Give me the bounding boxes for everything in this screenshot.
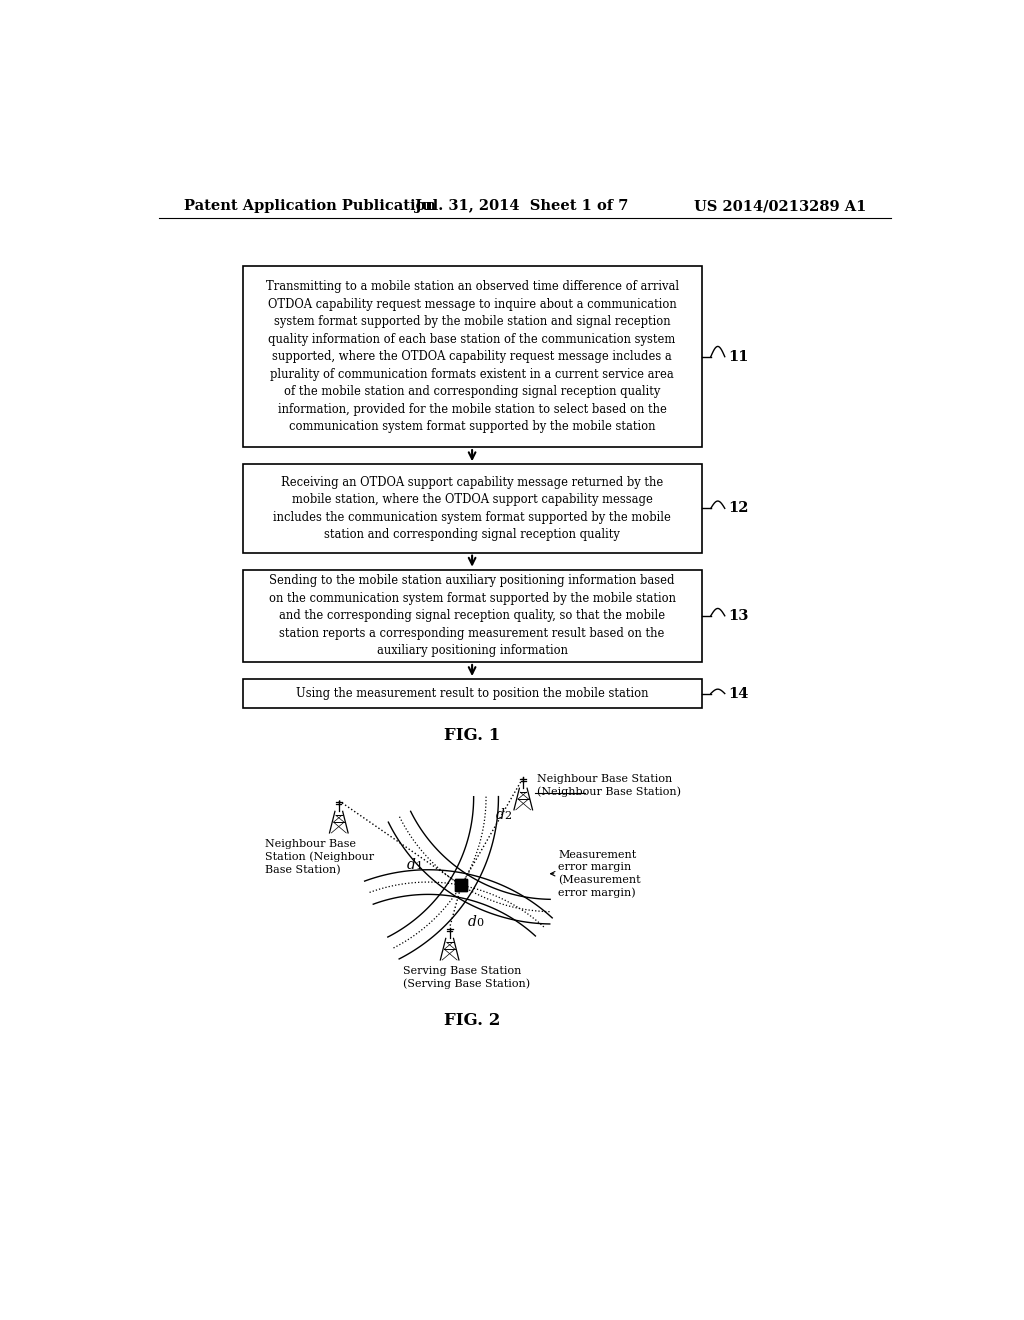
Text: Jul. 31, 2014  Sheet 1 of 7: Jul. 31, 2014 Sheet 1 of 7: [415, 199, 628, 213]
Text: d: d: [467, 915, 476, 928]
Text: 11: 11: [728, 350, 749, 364]
Text: 13: 13: [728, 609, 749, 623]
Text: 0: 0: [476, 917, 483, 928]
Text: Neighbour Base
Station (Neighbour
Base Station): Neighbour Base Station (Neighbour Base S…: [265, 840, 375, 875]
Text: Transmitting to a mobile station an observed time difference of arrival
OTDOA ca: Transmitting to a mobile station an obse…: [265, 280, 679, 433]
Bar: [243, 570, 701, 663]
Text: 2: 2: [505, 812, 512, 821]
Text: Using the measurement result to position the mobile station: Using the measurement result to position…: [296, 686, 648, 700]
Text: Measurement
error margin
(Measurement
error margin): Measurement error margin (Measurement er…: [558, 850, 641, 898]
Text: 14: 14: [728, 686, 749, 701]
Text: d: d: [496, 808, 505, 822]
Text: FIG. 2: FIG. 2: [444, 1011, 501, 1028]
Bar: [243, 465, 701, 553]
Text: Neighbour Base Station
(Neighbour Base Station): Neighbour Base Station (Neighbour Base S…: [538, 774, 681, 797]
Text: Patent Application Publication: Patent Application Publication: [183, 199, 436, 213]
Text: 1: 1: [416, 862, 423, 871]
Text: Serving Base Station
(Serving Base Station): Serving Base Station (Serving Base Stati…: [403, 966, 530, 989]
Text: Sending to the mobile station auxiliary positioning information based
on the com: Sending to the mobile station auxiliary …: [268, 574, 676, 657]
Text: US 2014/0213289 A1: US 2014/0213289 A1: [693, 199, 866, 213]
Bar: [243, 678, 701, 708]
Bar: [243, 267, 701, 447]
Text: 12: 12: [728, 502, 749, 515]
Text: d: d: [407, 858, 416, 873]
Text: FIG. 1: FIG. 1: [444, 726, 501, 743]
Text: Receiving an OTDOA support capability message returned by the
mobile station, wh: Receiving an OTDOA support capability me…: [273, 475, 671, 541]
